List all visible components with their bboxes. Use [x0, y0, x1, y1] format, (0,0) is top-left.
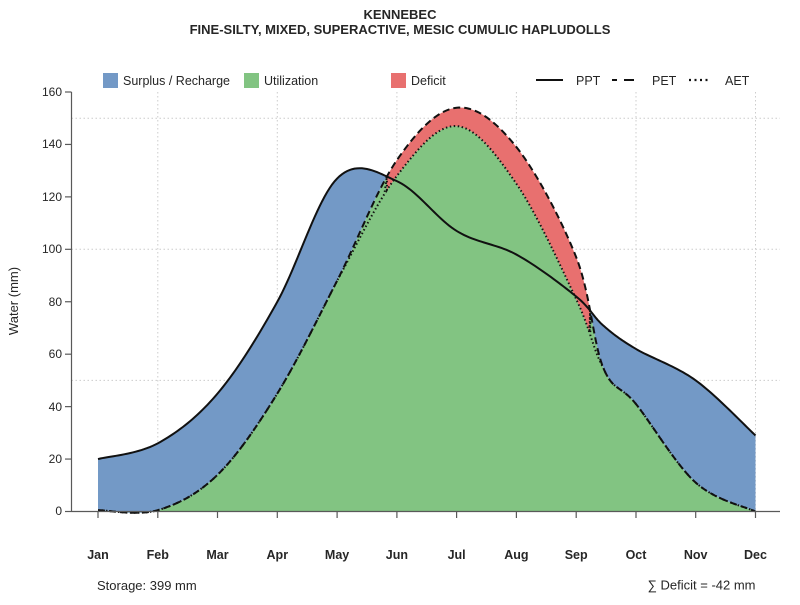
svg-text:Apr: Apr	[267, 548, 289, 562]
svg-text:Deficit: Deficit	[411, 74, 446, 88]
svg-text:Mar: Mar	[206, 548, 228, 562]
svg-text:PPT: PPT	[576, 74, 601, 88]
svg-text:0: 0	[55, 504, 62, 518]
svg-text:80: 80	[49, 295, 63, 309]
svg-text:Dec: Dec	[744, 548, 767, 562]
svg-text:60: 60	[49, 347, 63, 361]
svg-text:PET: PET	[652, 74, 677, 88]
svg-text:Jan: Jan	[87, 548, 109, 562]
svg-text:40: 40	[49, 400, 63, 414]
svg-text:AET: AET	[725, 74, 750, 88]
svg-text:Water (mm): Water (mm)	[6, 267, 21, 335]
svg-text:FINE-SILTY, MIXED, SUPERACTIVE: FINE-SILTY, MIXED, SUPERACTIVE, MESIC CU…	[190, 22, 611, 37]
svg-text:∑ Deficit = -42 mm: ∑ Deficit = -42 mm	[648, 578, 756, 593]
svg-text:Storage: 399 mm: Storage: 399 mm	[97, 578, 197, 593]
svg-text:May: May	[325, 548, 349, 562]
svg-text:Oct: Oct	[626, 548, 648, 562]
svg-text:Jul: Jul	[448, 548, 466, 562]
svg-text:Surplus / Recharge: Surplus / Recharge	[123, 74, 230, 88]
svg-text:20: 20	[49, 452, 63, 466]
svg-text:Aug: Aug	[504, 548, 528, 562]
svg-text:Feb: Feb	[147, 548, 170, 562]
svg-text:Utilization: Utilization	[264, 74, 318, 88]
svg-text:140: 140	[42, 137, 62, 151]
svg-text:120: 120	[42, 190, 62, 204]
svg-text:Nov: Nov	[684, 548, 708, 562]
svg-text:Jun: Jun	[386, 548, 408, 562]
svg-text:100: 100	[42, 242, 62, 256]
svg-text:KENNEBEC: KENNEBEC	[364, 7, 438, 22]
svg-text:160: 160	[42, 85, 62, 99]
svg-text:Sep: Sep	[565, 548, 588, 562]
